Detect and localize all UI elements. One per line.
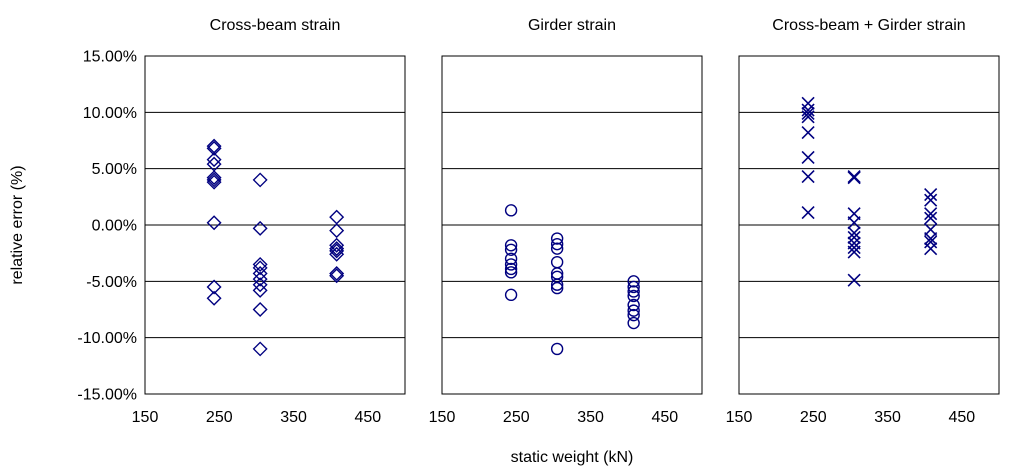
data-point: [847, 230, 861, 244]
data-point: [627, 280, 640, 294]
data-point: [627, 275, 640, 288]
chart-panel-3: 150 250 350 450 Cross-beam + Girder strain: [726, 17, 1000, 426]
data-point: [924, 242, 938, 256]
data-point: [801, 103, 815, 117]
x-axis-label: static weight (kN): [511, 449, 634, 466]
data-point: [504, 239, 518, 252]
data-point: [206, 174, 222, 190]
data-point: [504, 258, 518, 271]
data-point: [504, 288, 518, 302]
x-tick-label: 250: [800, 409, 827, 426]
x-tick-label: 450: [355, 409, 382, 426]
y-tick-label: 15.00%: [83, 49, 137, 66]
data-point: [329, 265, 345, 281]
data-point: [329, 237, 345, 253]
data-point: [329, 268, 345, 284]
data-point: [801, 206, 815, 220]
data-point: [504, 266, 518, 279]
data-point: [550, 242, 564, 255]
data-point: [252, 260, 268, 276]
data-point: [252, 256, 268, 272]
data-point: [847, 245, 861, 259]
data-point: [847, 216, 861, 230]
x-tick-label: 450: [652, 409, 679, 426]
data-point: [252, 172, 268, 188]
x-tick-label: 350: [577, 409, 604, 426]
data-point: [329, 246, 345, 262]
data-point: [847, 273, 861, 287]
data-point: [252, 271, 268, 287]
data-point: [801, 150, 815, 164]
chart-panel-2: 150 250 350 450 Girder strain: [429, 17, 703, 426]
data-point: [206, 290, 222, 306]
data-point: [924, 207, 938, 221]
data-point: [627, 289, 640, 303]
data-point: [206, 140, 222, 156]
data-point: [627, 298, 640, 312]
x-tick-label: 150: [726, 409, 753, 426]
y-tick-label: -5.00%: [86, 274, 137, 291]
data-point: [801, 110, 815, 124]
chart-panel-1: 15.00% 10.00% 5.00% 0.00% -5.00% -10.00% -15.0…: [77, 17, 406, 426]
data-point: [206, 215, 222, 231]
data-point: [206, 152, 222, 168]
y-tick-label: -10.00%: [77, 330, 137, 347]
data-point: [847, 171, 861, 185]
data-point: [252, 341, 268, 357]
data-point: [801, 96, 815, 110]
data-point: [627, 304, 640, 317]
data-point: [252, 265, 268, 281]
y-tick-label: -15.00%: [77, 387, 137, 404]
data-point: [924, 211, 938, 225]
data-point: [550, 237, 564, 251]
x-tick-label: 150: [132, 409, 159, 426]
data-point: [801, 126, 815, 140]
y-tick-label: 5.00%: [92, 161, 137, 178]
data-point: [252, 277, 268, 293]
data-point: [206, 279, 222, 295]
data-point: [504, 262, 518, 276]
data-point: [627, 308, 640, 322]
x-tick-label: 150: [429, 409, 456, 426]
y-tick-label: 10.00%: [83, 105, 137, 122]
data-point: [924, 235, 938, 249]
data-point: [847, 226, 861, 240]
data-point: [924, 188, 938, 202]
x-tick-label: 350: [280, 409, 307, 426]
data-point: [329, 223, 345, 239]
data-point: [801, 169, 815, 184]
data-point: [627, 285, 640, 298]
data-point: [550, 281, 564, 295]
data-point: [504, 204, 518, 217]
data-point: [252, 220, 268, 236]
data-point: [627, 316, 640, 330]
x-tick-label: 250: [503, 409, 530, 426]
data-point: [847, 240, 861, 255]
data-point: [550, 232, 564, 245]
y-tick-label: 0.00%: [92, 218, 137, 235]
x-tick-label: 450: [949, 409, 976, 426]
data-point: [252, 302, 268, 317]
data-point: [206, 172, 222, 188]
panel-title: Cross-beam + Girder strain: [772, 17, 965, 34]
x-tick-label: 250: [206, 409, 233, 426]
data-point: [252, 282, 268, 298]
data-point: [329, 243, 345, 259]
panel-title: Girder strain: [528, 17, 616, 34]
data-point: [206, 170, 222, 186]
x-tick-label: 350: [874, 409, 901, 426]
data-point: [504, 243, 518, 256]
panel-title: Cross-beam strain: [210, 17, 341, 34]
data-point: [801, 106, 815, 121]
data-point: [924, 231, 938, 246]
data-point: [550, 278, 564, 291]
chart-panels: 15.00% 10.00% 5.00% 0.00% -5.00% -10.00% -15.0…: [77, 17, 1000, 426]
data-point: [329, 241, 345, 257]
data-point: [550, 342, 564, 356]
y-axis-label: relative error (%): [9, 165, 26, 284]
data-point: [504, 252, 518, 265]
data-point: [924, 193, 938, 207]
